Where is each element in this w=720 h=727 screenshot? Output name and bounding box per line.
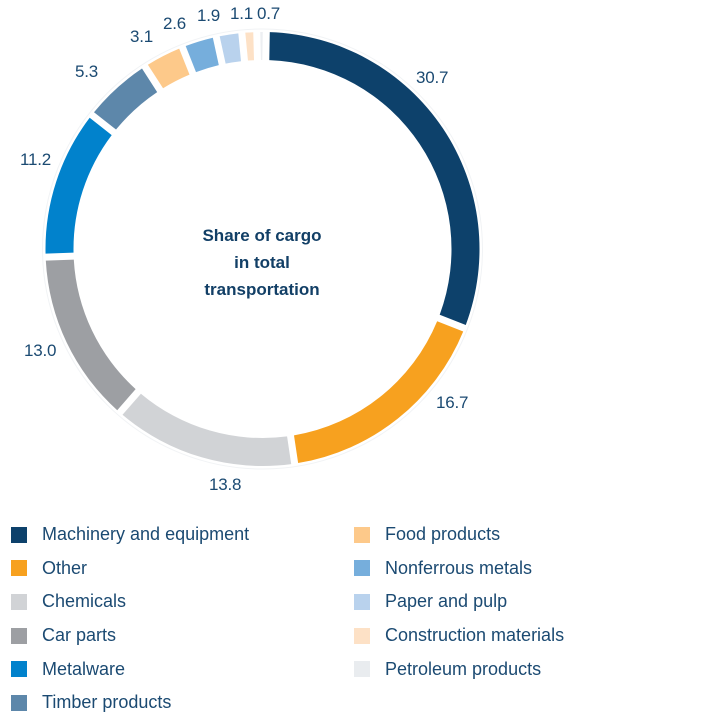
donut-segment-machinery-and-equipment	[269, 32, 480, 325]
legend-item-construction: Construction materials	[343, 619, 564, 653]
chart-title-line-1: Share of cargo	[202, 226, 322, 245]
legend-column-right: Food products Nonferrous metals Paper an…	[343, 518, 564, 686]
value-label-timber: 5.3	[75, 62, 99, 81]
legend-item-timber: Timber products	[0, 686, 249, 720]
legend-swatch	[11, 694, 27, 711]
legend-item-paper: Paper and pulp	[343, 585, 564, 619]
donut-segment-nonferrous-metals	[185, 37, 219, 73]
outer-guide-ring	[42, 28, 483, 470]
donut-chart	[42, 28, 483, 470]
legend-item-petroleum: Petroleum products	[343, 652, 564, 686]
legend-item-nonferrous: Nonferrous metals	[343, 552, 564, 586]
legend-label: Chemicals	[42, 591, 127, 612]
donut-segment-paper-and-pulp	[219, 33, 241, 64]
legend-label: Other	[42, 557, 88, 578]
legend-column-left: Machinery and equipment Other Chemicals …	[0, 518, 249, 720]
legend-swatch	[11, 627, 27, 644]
legend-item-metalware: Metalware	[0, 652, 249, 686]
legend-label: Metalware	[42, 658, 126, 679]
value-label-food: 3.1	[130, 27, 154, 46]
donut-segment-timber-products	[93, 68, 158, 130]
legend-swatch	[11, 661, 27, 678]
chart-title: Share of cargo in total transportation	[172, 222, 352, 303]
legend-swatch	[11, 526, 27, 543]
legend-swatch	[354, 593, 370, 610]
legend-label: Car parts	[42, 625, 117, 646]
donut-segment-petroleum-products	[260, 31, 263, 61]
legend-swatch	[11, 560, 27, 577]
value-label-car-parts: 13.0	[24, 341, 57, 360]
legend-swatch	[354, 560, 370, 577]
chart-title-line-3: transportation	[204, 280, 320, 299]
legend-item-food: Food products	[343, 518, 564, 552]
legend-item-other: Other	[0, 552, 249, 586]
legend-label: Food products	[385, 524, 501, 545]
donut-segment-car-parts	[45, 259, 136, 411]
legend-item-chemicals: Chemicals	[0, 585, 249, 619]
legend-label: Paper and pulp	[385, 591, 508, 612]
legend-item-car-parts: Car parts	[0, 619, 249, 653]
donut-segment-other	[293, 321, 464, 464]
value-label-petroleum: 0.7	[257, 4, 281, 23]
value-label-nonferrous: 2.6	[163, 14, 187, 33]
legend-item-machinery: Machinery and equipment	[0, 518, 249, 552]
legend-swatch	[354, 661, 370, 678]
legend-swatch	[11, 593, 27, 610]
legend-swatch	[354, 627, 370, 644]
value-label-metalware: 11.2	[20, 150, 52, 169]
value-label-paper: 1.9	[197, 6, 221, 25]
value-label-construction: 1.1	[230, 4, 254, 23]
legend-label: Machinery and equipment	[42, 524, 250, 545]
legend-label: Timber products	[42, 692, 172, 713]
legend-label: Nonferrous metals	[385, 557, 533, 578]
donut-segment-food-products	[147, 48, 190, 89]
donut-segment-chemicals	[122, 393, 292, 466]
legend-label: Petroleum products	[385, 658, 542, 679]
value-label-machinery: 30.7	[416, 68, 449, 87]
value-label-chemicals: 13.8	[209, 475, 242, 494]
value-label-other: 16.7	[436, 393, 469, 412]
chart-title-line-2: in total	[234, 253, 290, 272]
legend-swatch	[354, 526, 370, 543]
donut-segment-metalware	[45, 117, 112, 254]
legend-label: Construction materials	[385, 625, 565, 646]
donut-segment-construction-materials	[245, 32, 254, 61]
